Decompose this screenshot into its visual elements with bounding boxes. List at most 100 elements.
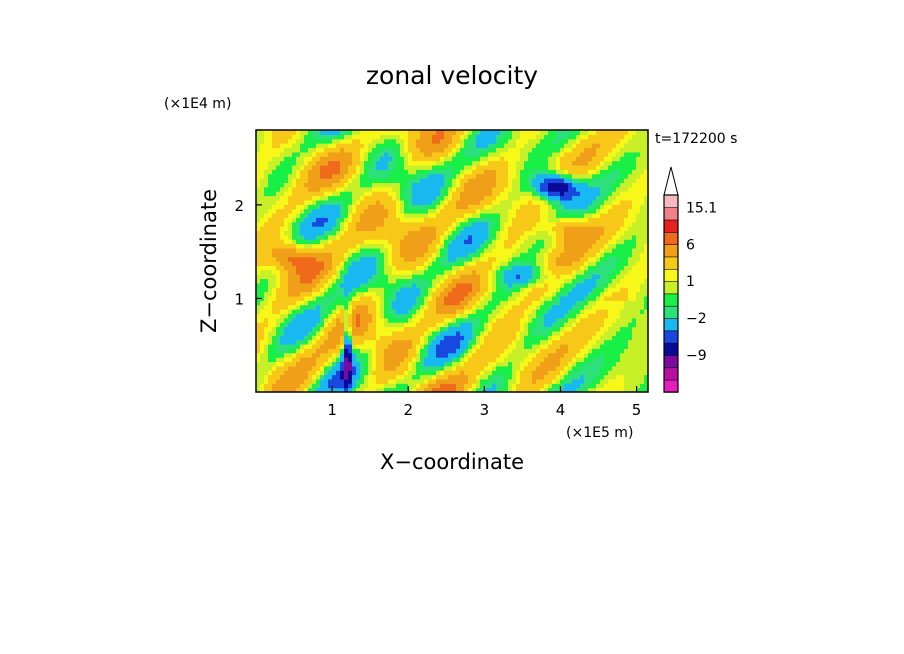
field-cell [332, 143, 337, 149]
field-cell [372, 387, 377, 392]
field-cell [472, 195, 477, 201]
field-cell [492, 199, 497, 205]
field-cell [392, 278, 397, 284]
field-cell [448, 274, 453, 280]
field-cell [300, 199, 305, 205]
field-cell [440, 317, 445, 323]
field-cell [504, 212, 509, 218]
field-cell [388, 186, 393, 192]
field-cell [328, 317, 333, 323]
field-cell [540, 261, 545, 266]
field-cell [432, 291, 437, 297]
field-cell [324, 134, 329, 140]
field-cell [276, 138, 281, 144]
field-cell [264, 326, 269, 332]
field-cell [356, 352, 361, 358]
field-cell [480, 169, 485, 175]
field-cell [312, 383, 317, 389]
field-cell [308, 234, 313, 240]
field-cell [516, 138, 521, 144]
field-cell [564, 282, 569, 288]
field-cell [448, 156, 453, 162]
field-cell [404, 370, 409, 376]
field-cell [332, 322, 337, 328]
field-cell [516, 361, 521, 367]
field-cell [544, 352, 549, 358]
field-cell [580, 204, 585, 210]
field-cell [268, 243, 273, 249]
field-cell [364, 282, 369, 288]
field-cell [364, 335, 369, 341]
field-cell [472, 212, 477, 218]
field-cell [260, 269, 265, 275]
field-cell [360, 261, 365, 266]
field-cell [352, 147, 357, 153]
field-cell [540, 343, 545, 349]
field-cell [520, 130, 525, 135]
field-cell [324, 374, 329, 380]
field-cell [464, 169, 469, 175]
field-cell [304, 269, 309, 275]
field-cell [284, 326, 289, 332]
field-cell [492, 291, 497, 297]
field-cell [584, 217, 589, 223]
field-cell [544, 173, 549, 179]
field-cell [468, 247, 473, 253]
field-cell [488, 182, 493, 188]
field-cell [388, 208, 393, 214]
field-cell [560, 173, 565, 179]
field-cell [276, 164, 281, 170]
field-cell [296, 339, 301, 345]
field-cell [288, 247, 293, 253]
field-cell [296, 195, 301, 201]
field-cell [452, 309, 457, 315]
field-cell [500, 295, 505, 301]
field-cell [544, 160, 549, 166]
field-cell [536, 383, 541, 389]
field-cell [296, 230, 301, 236]
field-cell [292, 212, 297, 218]
field-cell [364, 313, 369, 319]
field-cell [320, 287, 325, 293]
field-cell [524, 217, 529, 223]
field-cell [480, 138, 485, 144]
field-cell [264, 269, 269, 275]
field-cell [380, 156, 385, 162]
field-cell [368, 217, 373, 223]
field-cell [304, 186, 309, 192]
field-cell [404, 239, 409, 245]
field-cell [288, 313, 293, 319]
field-cell [408, 335, 413, 341]
field-cell [296, 295, 301, 301]
field-cell [376, 339, 381, 345]
field-cell [440, 212, 445, 218]
field-cell [456, 160, 461, 166]
field-cell [456, 138, 461, 144]
field-cell [368, 309, 373, 315]
field-cell [436, 339, 441, 345]
field-cell [344, 169, 349, 175]
field-cell [580, 309, 585, 315]
field-cell [484, 186, 489, 192]
field-cell [580, 326, 585, 332]
field-cell [348, 365, 353, 371]
field-cell [544, 343, 549, 349]
field-cell [408, 252, 413, 258]
field-cell [356, 208, 361, 214]
field-cell [296, 186, 301, 192]
field-cell [392, 265, 397, 271]
field-cell [440, 208, 445, 214]
field-cell [340, 247, 345, 253]
field-cell [420, 274, 425, 280]
field-cell [416, 130, 421, 135]
field-cell [388, 147, 393, 153]
field-cell [480, 387, 485, 392]
field-cell [388, 274, 393, 280]
field-cell [496, 357, 501, 363]
field-cell [412, 300, 417, 306]
field-cell [368, 383, 373, 389]
field-cell [352, 261, 357, 266]
field-cell [456, 239, 461, 245]
field-cell [508, 226, 513, 232]
field-cell [576, 348, 581, 354]
